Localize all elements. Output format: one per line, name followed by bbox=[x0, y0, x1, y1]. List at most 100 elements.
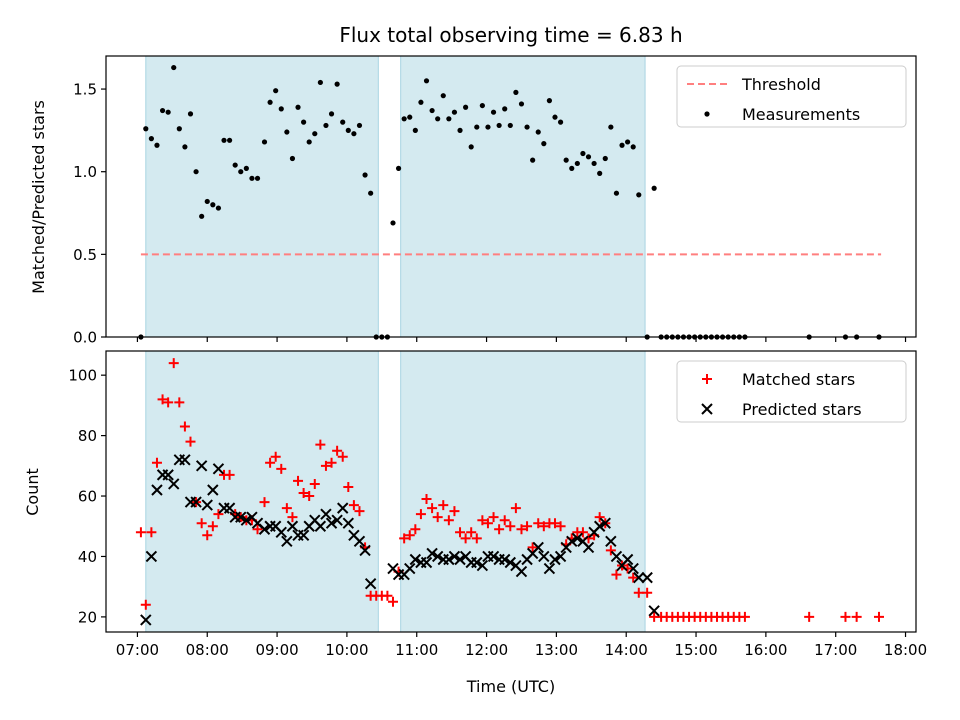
predicted-star-point bbox=[515, 565, 528, 578]
predicted-star-point bbox=[426, 547, 438, 560]
matched-star-point bbox=[343, 481, 354, 492]
measurement-point bbox=[154, 142, 160, 148]
x-tick-label: 10:00 bbox=[325, 641, 368, 659]
matched-star-point bbox=[332, 445, 343, 456]
matched-star-point bbox=[185, 436, 196, 447]
y-tick-label: 1.5 bbox=[73, 81, 97, 99]
measurement-point bbox=[630, 144, 636, 150]
measurement-point bbox=[502, 106, 508, 112]
legend-label: Matched stars bbox=[742, 370, 855, 389]
measurement-point bbox=[541, 141, 547, 147]
legend-box bbox=[676, 360, 907, 423]
predicted-star-point bbox=[605, 535, 617, 548]
matched-star-point bbox=[399, 533, 410, 544]
x-axis-label: Time (UTC) bbox=[466, 677, 555, 696]
measurement-point bbox=[557, 119, 564, 125]
predicted-star-point bbox=[487, 550, 500, 563]
measurement-point bbox=[334, 81, 340, 87]
predicted-star-point bbox=[281, 535, 293, 548]
matched-star-point bbox=[168, 358, 179, 369]
matched-star-point bbox=[840, 611, 851, 622]
measurement-point bbox=[273, 88, 279, 94]
measurement-point bbox=[362, 172, 368, 178]
measurement-point bbox=[585, 154, 592, 160]
measurement-point bbox=[215, 205, 222, 211]
x-tick-label: 18:00 bbox=[884, 641, 927, 659]
measurement-point bbox=[199, 213, 205, 219]
measurement-point bbox=[193, 169, 199, 175]
measurement-point bbox=[423, 78, 430, 84]
x-tick-label: 17:00 bbox=[814, 641, 857, 659]
matched-star-point bbox=[455, 527, 466, 538]
predicted-star-point bbox=[504, 556, 517, 569]
matched-star-point bbox=[739, 611, 750, 622]
predicted-star-point bbox=[641, 571, 653, 584]
measurement-point bbox=[563, 157, 569, 163]
matched-star-point bbox=[415, 509, 426, 520]
measurement-point bbox=[182, 144, 188, 150]
measurement-point bbox=[254, 175, 261, 181]
predicted-star-point bbox=[633, 571, 645, 584]
x-tick-label: 14:00 bbox=[605, 641, 648, 659]
measurement-point bbox=[345, 127, 351, 133]
x-tick-label: 09:00 bbox=[255, 641, 298, 659]
predicted-star-point bbox=[140, 614, 152, 626]
predicted-star-point bbox=[476, 559, 489, 572]
measurement-point bbox=[518, 101, 525, 107]
measurement-point bbox=[407, 114, 413, 120]
measurement-point bbox=[390, 220, 396, 226]
measurement-point bbox=[395, 165, 402, 171]
matched-star-point bbox=[387, 596, 398, 607]
measurement-point bbox=[602, 155, 608, 162]
matched-star-point bbox=[466, 527, 477, 538]
matched-star-point bbox=[281, 503, 292, 514]
measurement-point bbox=[412, 127, 418, 133]
matched-star-point bbox=[533, 518, 544, 529]
measurement-point bbox=[457, 127, 463, 133]
measurement-point bbox=[148, 136, 154, 142]
measurement-point bbox=[435, 116, 441, 122]
measurement-point bbox=[243, 165, 249, 171]
matched-star-point bbox=[527, 542, 538, 553]
observing-window-shade bbox=[400, 350, 646, 633]
measurement-point bbox=[580, 150, 586, 157]
matched-star-point bbox=[477, 515, 488, 526]
measurement-point bbox=[301, 119, 307, 125]
measurement-point bbox=[221, 137, 227, 143]
predicted-star-point bbox=[353, 535, 366, 548]
predicted-star-point bbox=[223, 502, 236, 514]
predicted-star-point bbox=[359, 544, 371, 557]
predicted-star-point bbox=[212, 463, 225, 475]
predicted-star-point bbox=[543, 562, 556, 575]
measurement-point bbox=[608, 124, 614, 130]
measurement-point bbox=[187, 111, 194, 117]
matched-star-point bbox=[421, 494, 432, 505]
measurement-point bbox=[468, 144, 474, 150]
matched-star-point bbox=[270, 451, 281, 462]
matched-star-point bbox=[499, 515, 510, 526]
matched-star-point bbox=[488, 512, 499, 523]
x-tick-label: 15:00 bbox=[674, 641, 717, 659]
y-tick-label: 60 bbox=[78, 488, 97, 506]
predicted-star-point bbox=[593, 520, 606, 532]
x-tick-label: 13:00 bbox=[535, 641, 578, 659]
legend-measurement-swatch bbox=[704, 111, 710, 117]
matched-star-point bbox=[494, 524, 505, 535]
predicted-star-point bbox=[532, 541, 544, 554]
measurement-point bbox=[356, 122, 363, 129]
matched-star-point bbox=[174, 397, 185, 408]
matched-star-point bbox=[265, 457, 276, 468]
measurement-point bbox=[368, 190, 374, 196]
matched-star-point bbox=[873, 611, 884, 622]
measurement-point bbox=[513, 89, 519, 95]
matched-star-point bbox=[213, 509, 224, 520]
observing-window-shade bbox=[145, 350, 379, 633]
measurement-point bbox=[267, 99, 273, 105]
predicted-star-point bbox=[162, 469, 174, 481]
y-tick-label: 1.0 bbox=[73, 163, 97, 181]
measurement-point bbox=[159, 107, 166, 114]
matched-star-point bbox=[309, 478, 320, 489]
matched-star-point bbox=[471, 533, 482, 544]
measurement-point bbox=[496, 122, 502, 129]
